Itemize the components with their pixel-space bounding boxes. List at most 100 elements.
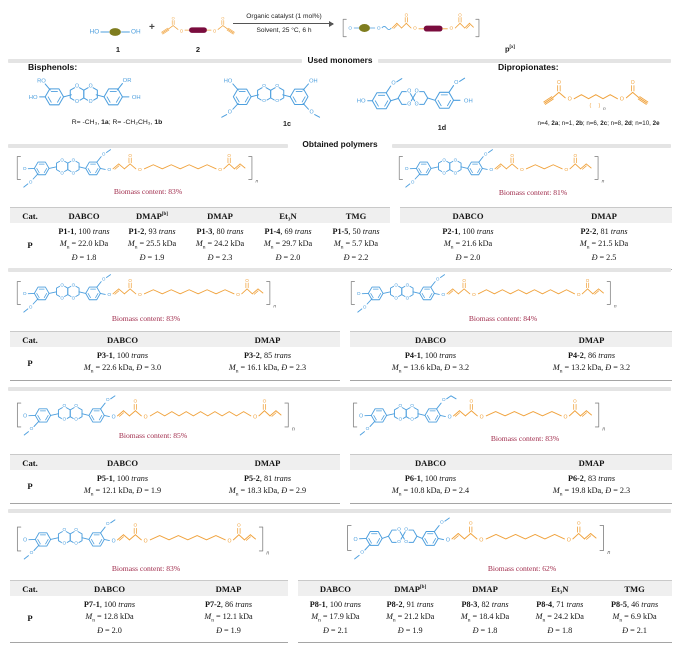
atom-label: ( [590,103,592,109]
bond [282,94,291,98]
bond [496,165,502,170]
bond [416,535,423,539]
atom-label: HO [90,29,100,36]
bond [45,539,49,545]
atom-label: n [614,304,617,309]
bond [123,288,131,295]
table-header-row: DABCO DMAP [400,207,672,223]
catalyst-header: TMG [597,584,672,594]
dispersity-symbol: Đ [216,626,222,636]
label-segment: 2e [652,120,660,127]
bisphenol-1ab-svg: HO RO O O O O OR OH [28,77,142,106]
dispersity-value: = 2.1 [630,626,647,636]
biomass-caption-p1: Biomass content: 83% [113,187,183,196]
mn-symbol: M [391,363,399,373]
product-polymer-structure: O O O O O O [340,12,586,43]
dipropionate-structure: O O () n O O [540,78,670,114]
polymer-code: P1-1 [58,226,75,236]
bond [374,100,379,107]
bond [253,290,259,295]
atom-label: O [567,538,571,544]
mn-line: Mn = 25.5 kDa [118,238,186,252]
mn-subscript: n [270,244,274,251]
dispersity-symbol: Đ [444,486,451,496]
result-cell: P4-1, 100 trans Mn = 13.6 kDa, Đ = 3.2 [350,350,511,377]
atom-label: O [112,415,116,421]
trans-percent: , 100 [99,599,119,609]
trans-percent: , 82 [477,599,492,609]
atom-label: O [74,417,78,423]
table-header-row: DABCO DMAP[b] DMAP Et₃N TMG [298,580,672,596]
bond [91,415,95,421]
mn-value: = 17.9 kDa [322,612,360,622]
mn-subscript: n [211,617,214,624]
mn-symbol: M [228,486,236,496]
catalyst-header: DMAP [448,584,523,594]
result-cell: P8-1, 100 trans Mn = 17.9 kDa Đ = 2.1 [298,599,373,639]
mn-line: Mn = 18.3 kDa, [228,486,281,498]
bond [99,292,106,295]
bond [103,538,110,542]
dispersity-value: = 2.2 [351,253,369,263]
polymer-code-line: P5-1, 100 trans [50,473,195,486]
mn-value: = 16.1 kDa, [240,363,282,373]
trans-word: trans [274,473,292,483]
mn-subscript: n [392,617,396,624]
mn-subscript: n [586,244,590,251]
bond [222,25,229,30]
bond [381,535,389,539]
atom-label: O [309,109,313,115]
mn-value: = 29.7 kDa [275,239,313,249]
trans-percent: , 100 [458,226,477,236]
bond [243,534,251,541]
dispersity-line: Đ = 1.9 [136,486,161,495]
dispersity-line: Đ = 2.3 [186,252,254,265]
atom-label: O [391,81,396,87]
mn-line: Mn = 19.8 kDa, [553,486,605,498]
label-segment: ; R= -CH₂CH₃, [108,119,155,126]
catalyst-header: DMAP[b] [118,211,186,221]
biomass-caption-p6: Biomass content: 83% [490,434,560,443]
bond [37,539,41,545]
chain [143,164,217,170]
atom-label: O [394,282,398,287]
atom-label: O [102,152,106,157]
bond [32,298,39,305]
table-p3: Cat. DABCO DMAP P P3-1, 100 trans Mn = 22.6 kD… [10,331,340,382]
atom-label: O [484,152,488,157]
result-cell: P5-2, 81 trans Mn = 18.3 kDa, Đ = 2.9 [195,473,340,500]
bond [78,291,87,294]
bond [583,533,592,540]
trans-word: trans [610,226,628,236]
polymer-row-label: P [27,613,33,624]
chain [143,289,235,295]
dispersity-symbol: Đ [605,363,612,373]
trans-percent: , 100 [325,599,345,609]
dispersity-value: = 3.0 [144,363,162,373]
atom-label: O [520,167,524,173]
chain [485,411,562,417]
mn-symbol: M [59,239,67,249]
polymer-code-line: P8-2, 91 trans [373,599,448,612]
condition-bottom: Solvent, 25 °C, 6 h [256,27,312,34]
polymer-code-line: P8-4, 71 trans [522,599,597,612]
catalyst-header: Et₃N [522,584,597,594]
atom-label: O [405,12,409,17]
polymer-code: P1-2 [128,226,145,236]
cat-header: Cat. [22,583,38,594]
catalyst-name: DMAP [578,457,605,468]
atom-label: O [398,417,402,423]
atom-label: O [398,403,402,409]
label-segment: ; n=8, [607,120,625,127]
mn-value: = 22.0 kDa [71,239,109,249]
trans-percent: , 86 [583,350,599,360]
chain [347,525,352,551]
bond [396,78,403,83]
bond [33,544,40,551]
label-segment: ; n=1, [558,120,576,127]
mn-subscript: n [66,244,70,251]
